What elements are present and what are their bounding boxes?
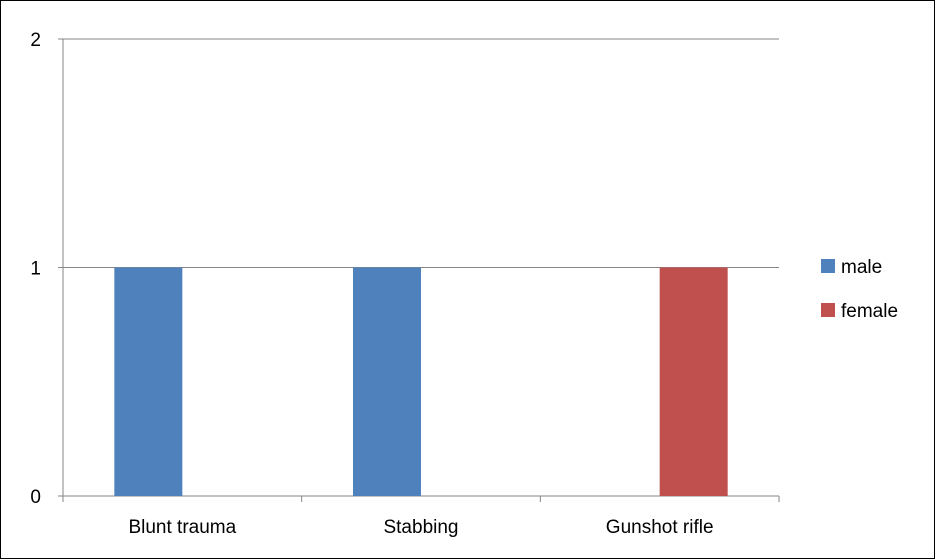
legend: male female — [821, 257, 898, 322]
x-tick-labels: Blunt trauma Stabbing Gunshot rifle — [128, 517, 713, 538]
bars — [114, 267, 728, 496]
y-tick-labels: 0 1 2 — [30, 30, 41, 508]
y-tick-label: 0 — [30, 487, 41, 508]
x-tick-label: Stabbing — [383, 517, 458, 538]
legend-swatch-male — [821, 259, 835, 273]
x-tick-label: Gunshot rifle — [606, 517, 714, 538]
legend-label-female: female — [841, 301, 898, 322]
y-tick-label: 2 — [30, 30, 41, 51]
x-tick-label: Blunt trauma — [128, 517, 236, 538]
y-tick-label: 1 — [30, 259, 41, 280]
legend-label-male: male — [841, 257, 882, 278]
bar-male-stabbing — [353, 267, 421, 496]
legend-swatch-female — [821, 303, 835, 317]
bar-female-gunshot-rifle — [659, 267, 728, 496]
gridlines — [58, 38, 779, 268]
bar-male-blunt-trauma — [114, 267, 183, 496]
